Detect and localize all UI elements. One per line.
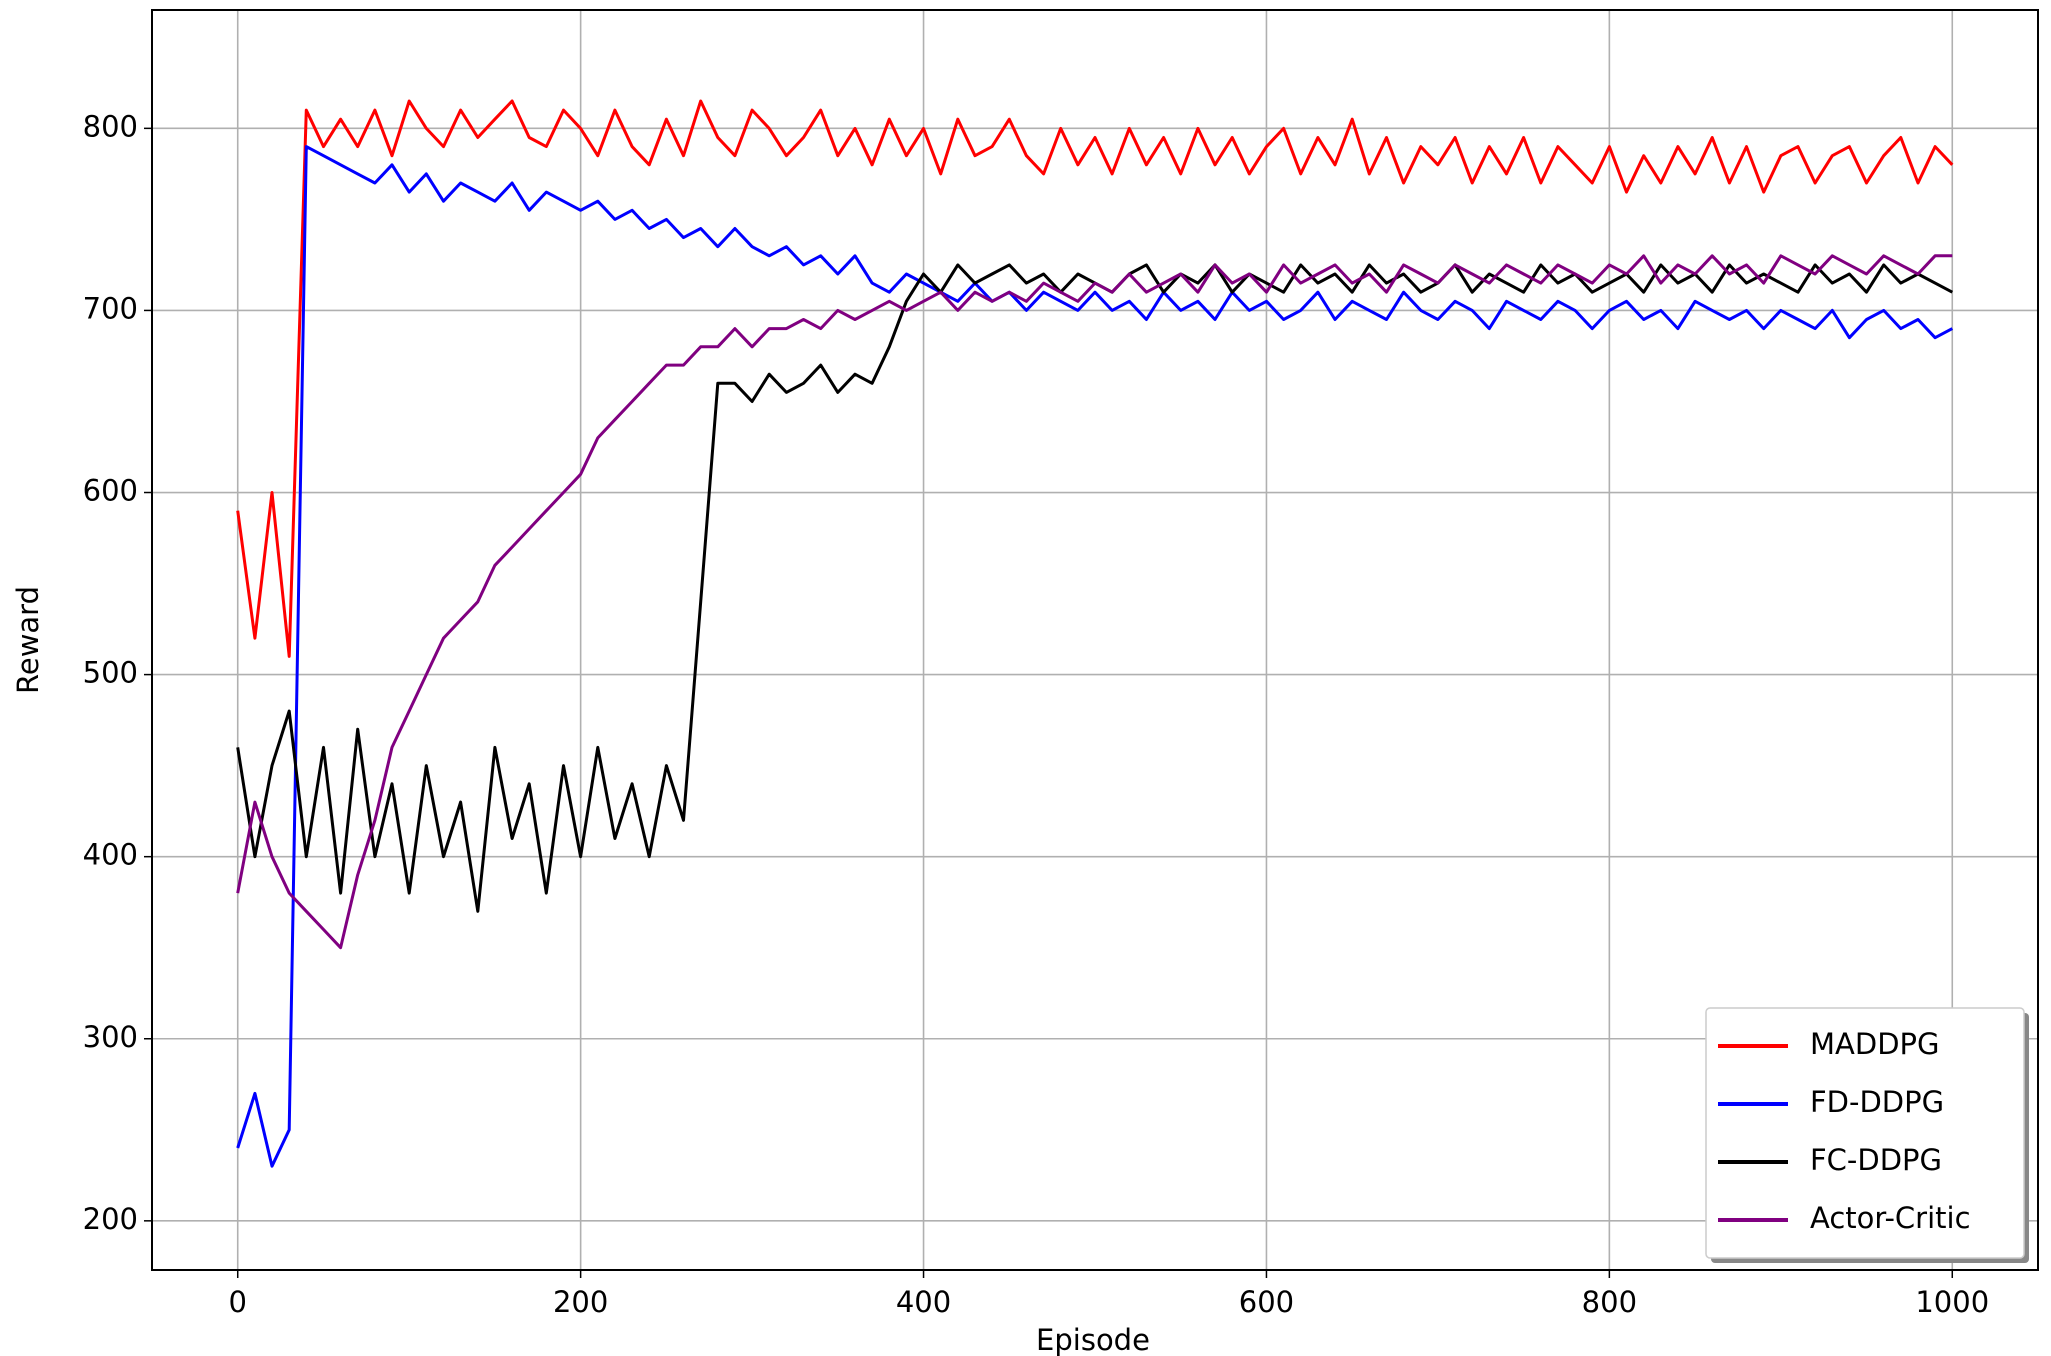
series-line (236, 145, 1954, 1168)
x-tick-label: 600 (1239, 1285, 1294, 1319)
y-tick-label: 500 (83, 656, 138, 690)
x-tick-label: 400 (896, 1285, 951, 1319)
x-tick-label: 0 (229, 1285, 247, 1319)
series-line (236, 263, 1954, 913)
x-axis-label: Episode (1036, 1323, 1150, 1356)
y-tick-label: 800 (83, 109, 138, 143)
y-tick-label: 400 (83, 838, 138, 872)
y-tick-label: 300 (83, 1020, 138, 1054)
plot-frame (151, 9, 2039, 1271)
x-tick-label: 800 (1582, 1285, 1637, 1319)
y-tick-label: 200 (83, 1202, 138, 1236)
legend-label: FD-DDPG (1810, 1085, 1944, 1119)
legend-label: FC-DDPG (1810, 1143, 1942, 1177)
y-tick-label: 700 (83, 291, 138, 325)
legend-label: Actor-Critic (1810, 1201, 1971, 1235)
legend-box (1705, 1007, 2025, 1259)
y-tick-label: 600 (83, 474, 138, 508)
x-tick-label: 200 (553, 1285, 608, 1319)
y-axis-label: Reward (11, 586, 45, 694)
series-line (236, 99, 1954, 658)
x-tick-label: 1000 (1915, 1285, 1989, 1319)
series-line (236, 254, 1953, 950)
legend-label: MADDPG (1810, 1027, 1939, 1061)
